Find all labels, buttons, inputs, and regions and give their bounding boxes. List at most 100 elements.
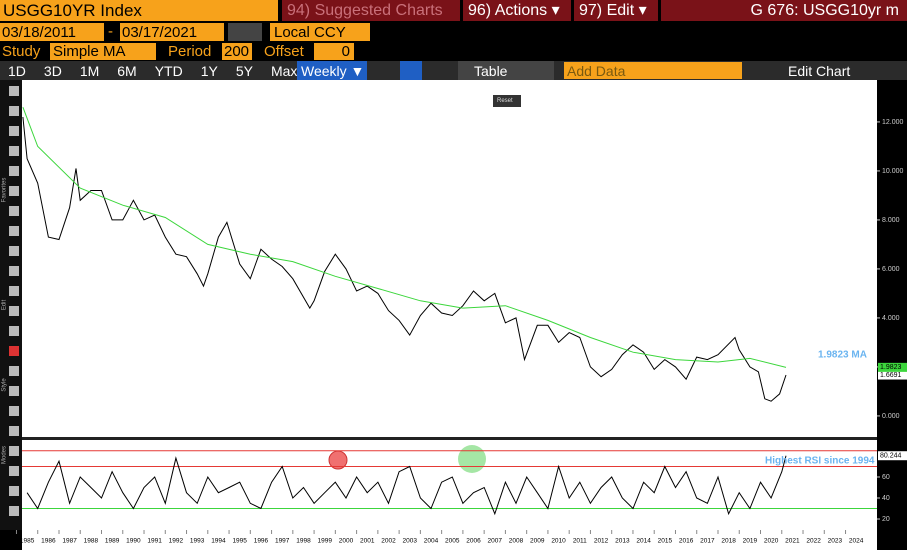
- tool-icon: [9, 386, 19, 396]
- tool-icon: [9, 426, 19, 436]
- x-tick-label: 2021: [785, 538, 800, 545]
- x-tick-label: 2000: [339, 538, 354, 545]
- period-label: Period: [168, 43, 212, 60]
- last-value-tag: [878, 451, 907, 461]
- highlight-circle: [458, 445, 486, 473]
- offset[interactable]: 0: [314, 43, 354, 60]
- x-tick-label: 2007: [488, 538, 503, 545]
- right-axis-bg: [877, 80, 907, 550]
- study-type[interactable]: Simple MA: [50, 43, 156, 60]
- panel-divider: [22, 437, 877, 440]
- tool-icon: [9, 226, 19, 236]
- x-tick-label: 2005: [445, 538, 460, 545]
- x-tick-label: 1994: [211, 538, 226, 545]
- y-tick-label: 10.000: [882, 168, 904, 175]
- tool-icon[interactable]: [400, 61, 422, 80]
- x-tick-label: 1989: [105, 538, 120, 545]
- popup-reset[interactable]: Reset: [493, 95, 521, 107]
- x-tick-label: 1987: [62, 538, 77, 545]
- x-tick-label: 2001: [360, 538, 375, 545]
- x-tick-label: 1998: [296, 538, 311, 545]
- period-button[interactable]: 1D: [8, 63, 26, 79]
- last-value-label: 80.244: [880, 453, 902, 460]
- suggested-charts[interactable]: 94) Suggested Charts: [282, 0, 460, 21]
- tool-icon: [9, 106, 19, 116]
- tool-icon: [9, 186, 19, 196]
- last-value-label: 1.6691: [880, 372, 902, 379]
- side-tab[interactable]: Modes: [2, 446, 8, 464]
- tool-icon: [9, 446, 19, 456]
- y-tick-label: 0.000: [882, 413, 900, 420]
- x-tick-label: 2006: [466, 538, 481, 545]
- y-tick-label: 20: [882, 516, 890, 523]
- side-tab[interactable]: Style: [2, 378, 8, 392]
- tool-icon: [9, 126, 19, 136]
- start-date[interactable]: 03/18/2011: [0, 23, 104, 41]
- last-value-label: 1.9823: [880, 364, 902, 371]
- tool-icon: [9, 286, 19, 296]
- tool-icon: [9, 146, 19, 156]
- annotation: 1.9823 MA: [818, 350, 867, 361]
- y-tick-label: 12.000: [882, 119, 904, 126]
- study-label: Study: [2, 43, 41, 60]
- line-series: [22, 107, 787, 368]
- ticker[interactable]: USGG10YR Index: [0, 0, 278, 21]
- period-button[interactable]: Max: [270, 63, 298, 79]
- period-button[interactable]: YTD: [154, 63, 183, 79]
- x-tick-label: 1997: [275, 538, 290, 545]
- period-button[interactable]: 1M: [79, 63, 100, 79]
- last-value-tag: [878, 370, 907, 380]
- currency[interactable]: Local CCY: [270, 23, 370, 41]
- tool-icon: [9, 506, 19, 516]
- x-tick-label: 2010: [551, 538, 566, 545]
- actions-menu[interactable]: 96) Actions ▾: [463, 0, 571, 21]
- add-data[interactable]: Add Data: [564, 62, 742, 79]
- tool-icon: [9, 206, 19, 216]
- x-tick-label: 2015: [658, 538, 673, 545]
- tool-icon: [9, 86, 19, 96]
- x-tick-label: 2017: [700, 538, 715, 545]
- x-tick-label: 2014: [636, 538, 651, 545]
- y-tick-label: 40: [882, 495, 890, 502]
- y-tick-label: 4.000: [882, 315, 900, 322]
- x-tick-label: 1999: [317, 538, 332, 545]
- x-tick-label: 2016: [679, 538, 694, 545]
- y-tick-label: 6.000: [882, 266, 900, 273]
- x-tick-label: 1996: [254, 538, 269, 545]
- x-tick-label: 1991: [147, 538, 162, 545]
- y-tick-label: 60: [882, 474, 890, 481]
- period-button[interactable]: 5Y: [235, 63, 253, 79]
- line-series: [26, 455, 787, 516]
- period[interactable]: 200: [222, 43, 252, 60]
- x-tick-label: 2020: [764, 538, 779, 545]
- offset-label: Offset: [264, 43, 304, 60]
- tool-icon: [9, 246, 19, 256]
- side-tab[interactable]: Edit: [2, 300, 8, 311]
- x-tick-label: 2022: [806, 538, 821, 545]
- frequency[interactable]: Weekly ▼: [297, 61, 367, 80]
- edit-chart[interactable]: Edit Chart: [788, 63, 851, 79]
- last-value-tag: [878, 362, 907, 372]
- line-series: [22, 116, 787, 402]
- x-tick-label: 2008: [509, 538, 524, 545]
- edit-menu[interactable]: 97) Edit ▾: [574, 0, 658, 21]
- x-tick-label: 2009: [530, 538, 545, 545]
- end-date[interactable]: 03/17/2021: [120, 23, 224, 41]
- side-tab[interactable]: Favorites: [2, 178, 8, 203]
- tool-icon: [9, 366, 19, 376]
- x-tick-label: 1993: [190, 538, 205, 545]
- y-tick-label: 8.000: [882, 217, 900, 224]
- x-tick-label: 2012: [594, 538, 609, 545]
- x-tick-label: 2011: [573, 538, 587, 545]
- table-button[interactable]: Table: [458, 61, 554, 80]
- x-tick-label: 2018: [721, 538, 736, 545]
- period-button[interactable]: 3D: [43, 63, 62, 79]
- tool-icon: [9, 326, 19, 336]
- date-arrows[interactable]: [228, 23, 262, 41]
- period-button[interactable]: 1Y: [200, 63, 218, 79]
- x-tick-label: 2002: [381, 538, 396, 545]
- x-tick-label: 2003: [403, 538, 418, 545]
- period-button[interactable]: 6M: [117, 63, 137, 79]
